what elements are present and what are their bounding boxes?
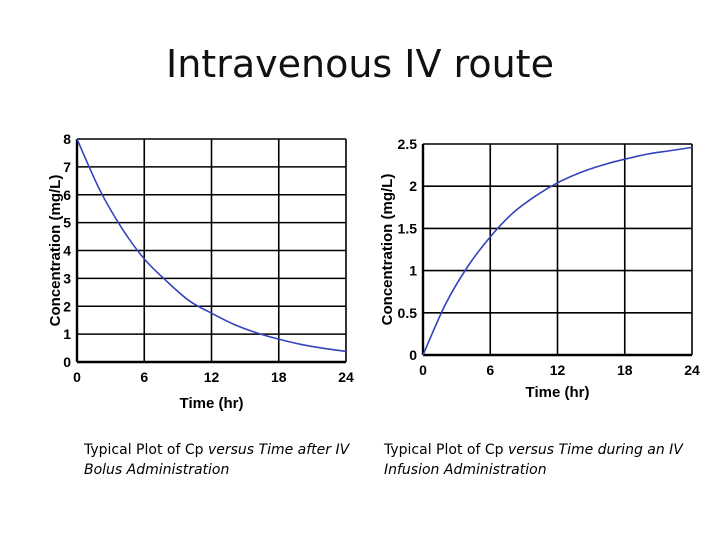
chart-infusion-xtick-label-3: 18	[617, 362, 633, 378]
chart-infusion-ytick-label-0: 0	[409, 347, 417, 363]
chart-bolus-xtick-label-2: 12	[204, 369, 220, 385]
chart-infusion-x-axis-title: Time (hr)	[526, 384, 590, 401]
chart-bolus-ytick-label-4: 4	[63, 243, 71, 259]
caption-bolus: Typical Plot of Cp versus Time after IV …	[84, 440, 364, 480]
chart-bolus-ytick-label-2: 2	[63, 298, 71, 314]
chart-bolus-ytick-label-7: 7	[63, 159, 71, 175]
chart-bolus-xtick-label-0: 0	[73, 369, 81, 385]
caption-bolus-part2: versus Time after IV Bolus Administratio…	[84, 442, 350, 478]
chart-bolus-ytick-label-0: 0	[63, 354, 71, 370]
chart-bolus-xtick-label-4: 24	[338, 369, 354, 385]
chart-infusion-series-line-0	[422, 146, 693, 356]
chart-bolus-ytick-label-6: 6	[63, 187, 71, 203]
chart-infusion-ytick-label-3: 1.5	[398, 220, 418, 236]
chart-bolus-xtick-label-3: 18	[271, 369, 287, 385]
caption-infusion: Typical Plot of Cp versus Time during an…	[384, 440, 704, 480]
chart-infusion-xtick-label-0: 0	[419, 362, 427, 378]
chart-infusion: 0 0.5 1 1.5 2 2.5 0 6 12 18 24 Time (hr) Concentrati…	[379, 136, 700, 401]
caption-infusion-part1: Typical Plot of Cp	[384, 442, 508, 458]
chart-infusion-ytick-label-4: 2	[409, 178, 417, 194]
chart-bolus-x-axis-title: Time (hr)	[180, 395, 244, 412]
chart-bolus-xtick-label-1: 6	[140, 369, 148, 385]
chart-infusion-ytick-label-1: 0.5	[398, 305, 418, 321]
chart-infusion-ytick-label-2: 1	[409, 263, 417, 279]
chart-infusion-xtick-label-1: 6	[486, 362, 494, 378]
slide-title: Intravenous IV route	[166, 42, 554, 86]
caption-bolus-part1: Typical Plot of Cp	[84, 442, 208, 458]
chart-infusion-xtick-label-2: 12	[550, 362, 566, 378]
chart-bolus-ytick-label-8: 8	[63, 131, 71, 147]
chart-bolus-series-line-0	[76, 138, 347, 353]
chart-infusion-y-axis-title: Concentration (mg/L)	[379, 174, 396, 326]
caption-infusion-part2: versus Time during an IV Infusion Admini…	[384, 442, 683, 478]
chart-bolus-y-axis-title: Concentration (mg/L)	[47, 175, 64, 327]
chart-infusion-xtick-label-4: 24	[684, 362, 700, 378]
chart-bolus-ytick-label-1: 1	[63, 326, 71, 342]
chart-bolus-ytick-label-5: 5	[63, 215, 71, 231]
chart-infusion-ytick-label-5: 2.5	[398, 136, 418, 152]
chart-bolus-ytick-label-3: 3	[63, 270, 71, 286]
